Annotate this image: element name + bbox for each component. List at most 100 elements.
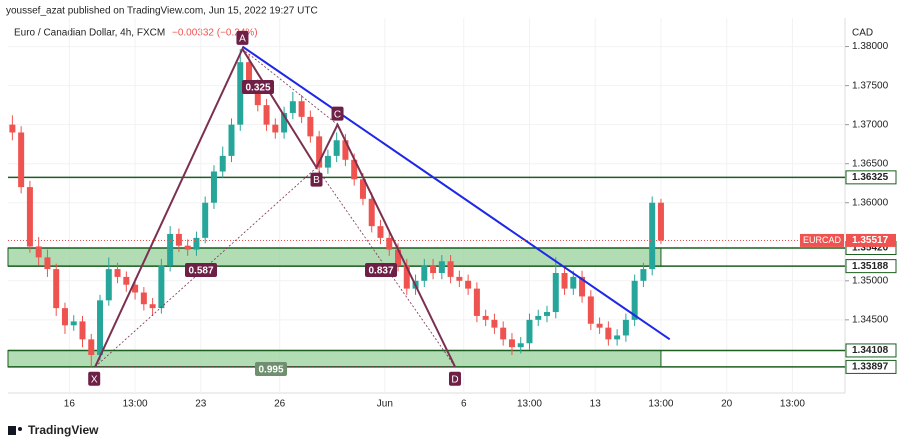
- candle-body: [526, 319, 533, 344]
- pattern-point: [331, 106, 344, 121]
- candle-body: [622, 319, 629, 336]
- candle-body: [9, 124, 16, 133]
- y-tick-label: 1.35000: [852, 275, 889, 286]
- x-tick-label: 20: [721, 399, 733, 410]
- candle-body: [228, 124, 235, 156]
- y-tick-label: 1.36500: [852, 158, 889, 169]
- candle-body: [333, 140, 340, 156]
- candle-body: [386, 237, 393, 250]
- level-label: 1.34108: [852, 345, 889, 356]
- candle-body: [123, 276, 130, 285]
- x-tick-label: 23: [195, 399, 207, 410]
- candle-body: [395, 249, 402, 266]
- candle-body: [535, 315, 542, 320]
- candle-body: [193, 237, 200, 250]
- candle-body: [210, 171, 217, 203]
- candle-body: [403, 265, 410, 289]
- candle-body: [246, 62, 253, 86]
- ratio-box: [365, 263, 397, 277]
- candle-body: [88, 339, 95, 355]
- brand: TradingView: [28, 423, 99, 437]
- candle-body: [421, 265, 428, 281]
- level-label: 1.36325: [852, 172, 889, 183]
- candle-body: [368, 198, 375, 227]
- candle-body: [561, 272, 568, 289]
- candle-body: [175, 233, 182, 246]
- candle-body: [657, 202, 664, 241]
- pattern-point: [236, 30, 249, 45]
- candle-body: [596, 323, 603, 328]
- ratio-box: [255, 362, 287, 376]
- last-price-name: EURCAD: [803, 235, 842, 245]
- pattern-point-label: X: [91, 374, 98, 385]
- candle-body: [140, 292, 147, 305]
- candle-body: [649, 202, 656, 270]
- y-tick-label: 1.38000: [852, 41, 889, 52]
- candle-body: [491, 319, 498, 328]
- candle-body: [114, 269, 121, 277]
- candles: [9, 48, 664, 367]
- candle-body: [587, 296, 594, 324]
- candle-body: [342, 140, 349, 160]
- candle-body: [167, 233, 174, 266]
- pattern-point-label: B: [313, 175, 320, 186]
- x-tick-label: 13:00: [780, 399, 805, 410]
- candle-body: [70, 321, 77, 326]
- last-price-label: 1.35517: [852, 235, 889, 246]
- pattern-point: [88, 371, 101, 386]
- candle-body: [552, 272, 559, 313]
- ratio-box: [185, 263, 217, 277]
- candle-body: [272, 124, 279, 133]
- candle-body: [570, 276, 577, 289]
- candle-body: [298, 101, 305, 117]
- ratio-label: 0.587: [188, 266, 213, 277]
- zone: [7, 247, 662, 267]
- pattern-point: [310, 172, 323, 187]
- candle-body: [500, 327, 507, 340]
- ratio-label: 0.325: [245, 83, 270, 94]
- candle-body: [438, 261, 445, 273]
- x-tick-label: 13: [590, 399, 602, 410]
- last-price-name-box: [800, 233, 844, 247]
- x-tick-label: 13:00: [123, 399, 148, 410]
- candle-body: [18, 132, 25, 188]
- candle-body: [289, 101, 296, 113]
- candle-body: [254, 85, 261, 106]
- pattern-point-label: D: [451, 374, 458, 385]
- level-label: 1.33897: [852, 362, 889, 373]
- y-tick-label: 1.36000: [852, 197, 889, 208]
- currency: CAD: [852, 28, 873, 39]
- candle-body: [79, 321, 86, 340]
- candle-body: [377, 226, 384, 238]
- x-tick-label: 26: [274, 399, 286, 410]
- symbol-title: Euro / Canadian Dollar, 4h, FXCM: [14, 28, 165, 39]
- candle-body: [544, 312, 551, 316]
- candle-body: [26, 187, 33, 247]
- candle-body: [307, 116, 314, 137]
- candle-body: [482, 315, 489, 320]
- candle-body: [465, 280, 472, 289]
- candle-body: [61, 308, 68, 326]
- candle-body: [631, 280, 638, 320]
- change: −0.00332 (−0.24%): [172, 28, 258, 39]
- y-tick-label: 1.34500: [852, 314, 889, 325]
- candle-body: [324, 155, 331, 168]
- pattern-point-label: C: [334, 109, 341, 120]
- y-tick-label: 1.37000: [852, 119, 889, 130]
- level-label-box: [845, 359, 897, 374]
- ratio-box: [242, 80, 274, 94]
- candle-body: [281, 112, 288, 133]
- x-tick-label: 13:00: [517, 399, 542, 410]
- x-tick-label: 13:00: [648, 399, 673, 410]
- level-label-box: [845, 259, 897, 274]
- candle-body: [158, 265, 165, 309]
- candle-body: [430, 265, 437, 273]
- candle-body: [53, 269, 60, 309]
- level-label: 1.35188: [852, 261, 889, 272]
- candle-body: [237, 62, 244, 125]
- candle-body: [508, 339, 515, 348]
- candle-body: [316, 136, 323, 168]
- candle-body: [456, 276, 463, 281]
- candle-body: [105, 269, 112, 301]
